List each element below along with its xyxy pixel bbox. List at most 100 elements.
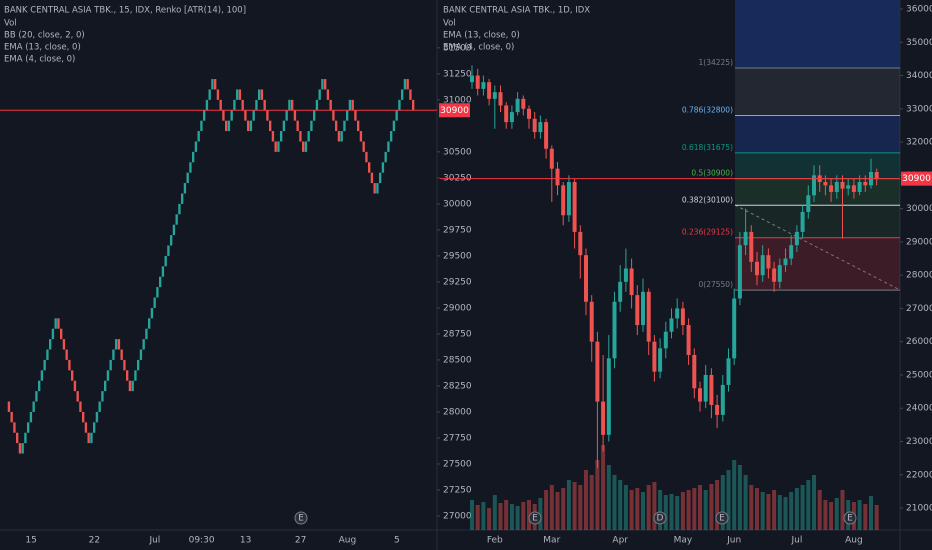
volume-bar <box>686 490 691 530</box>
volume-bar <box>669 494 674 530</box>
renko-brick <box>285 110 288 121</box>
candle-body <box>532 118 537 133</box>
candle-body <box>857 181 862 192</box>
volume-bar <box>646 485 651 530</box>
renko-brick <box>271 131 275 142</box>
candle-body <box>515 98 520 113</box>
renko-brick <box>183 183 187 194</box>
legend-entry: Vol <box>4 19 17 29</box>
renko-brick <box>368 162 371 173</box>
candle-body <box>720 384 725 415</box>
renko-brick <box>392 120 396 132</box>
volume-bar <box>555 492 560 530</box>
renko-brick <box>315 99 319 111</box>
fib-label: 0.236(29125) <box>682 228 733 237</box>
renko-brick <box>293 110 297 121</box>
fib-label: 0.382(30100) <box>682 195 733 204</box>
renko-brick <box>321 79 324 90</box>
renko-brick <box>332 110 335 121</box>
volume-bar <box>743 475 748 530</box>
renko-brick <box>156 287 159 298</box>
chart-title: BANK CENTRAL ASIA TBK., 1D, IDX <box>443 6 590 16</box>
volume-bar <box>760 492 765 530</box>
renko-brick <box>346 110 349 121</box>
renko-brick <box>112 349 115 360</box>
volume-bar <box>772 490 777 530</box>
renko-brick <box>337 131 341 142</box>
y-tick-label: 23000 <box>906 437 932 447</box>
volume-bar <box>812 475 816 530</box>
volume-bar <box>874 505 879 530</box>
volume-bar <box>806 480 811 530</box>
renko-brick <box>68 359 71 371</box>
renko-brick <box>222 110 225 121</box>
candle-body <box>840 181 845 189</box>
renko-brick <box>57 318 60 329</box>
renko-brick <box>43 359 46 371</box>
renko-brick <box>186 172 189 184</box>
volume-bar <box>829 502 834 530</box>
renko-brick <box>142 339 145 350</box>
y-tick-label: 31500 <box>443 43 472 53</box>
x-tick-label: May <box>674 536 693 546</box>
renko-brick <box>153 297 156 308</box>
volume-bar <box>766 494 771 530</box>
renko-brick <box>24 432 27 444</box>
volume-bar <box>869 496 873 530</box>
renko-brick <box>387 141 390 152</box>
legend-entry: BB (20, close, 2, 0) <box>4 31 85 41</box>
volume-bar <box>578 485 583 530</box>
fib-zone <box>735 115 900 153</box>
renko-brick <box>395 110 398 121</box>
candle-body <box>658 348 663 372</box>
candle-body <box>823 181 828 186</box>
renko-brick <box>296 120 299 132</box>
event-badge[interactable] <box>653 511 667 525</box>
renko-brick <box>266 110 269 121</box>
candle-body <box>629 268 634 296</box>
candle-body <box>794 231 799 246</box>
event-badge[interactable] <box>843 511 857 525</box>
renko-brick <box>357 120 360 132</box>
renko-brick <box>403 79 407 90</box>
y-tick-label: 27500 <box>443 459 472 469</box>
renko-brick <box>244 110 247 121</box>
renko-brick <box>95 411 99 423</box>
candle-body <box>749 231 754 262</box>
y-tick-label: 25000 <box>906 370 932 380</box>
last-price-badge <box>901 171 932 186</box>
renko-brick <box>219 99 222 111</box>
y-tick-label: 27250 <box>443 485 472 495</box>
renko-brick <box>161 266 165 277</box>
volume-bar <box>641 492 645 530</box>
fib-zone <box>735 68 900 116</box>
renko-brick <box>76 391 79 402</box>
volume-bar <box>549 485 554 530</box>
y-tick-label: 28750 <box>443 329 472 339</box>
renko-brick <box>343 120 346 132</box>
y-tick-label: 36000 <box>906 4 932 14</box>
renko-brick <box>128 380 132 392</box>
renko-brick <box>172 224 176 236</box>
volume-bar <box>755 488 759 530</box>
volume-bar <box>487 508 492 530</box>
renko-brick <box>38 380 41 392</box>
event-badge[interactable] <box>715 511 729 525</box>
event-badge[interactable] <box>528 511 542 525</box>
volume-bar <box>504 500 509 530</box>
candle-body <box>566 181 571 216</box>
renko-brick <box>60 328 63 340</box>
event-label: E <box>719 514 725 524</box>
renko-brick <box>263 99 266 111</box>
event-badge[interactable] <box>294 511 308 525</box>
candle-body <box>709 374 714 405</box>
volume-bar <box>789 492 794 530</box>
renko-brick <box>398 99 401 111</box>
volume-bar <box>663 495 668 530</box>
renko-brick <box>148 318 151 329</box>
volume-bar <box>749 485 754 530</box>
volume-bar <box>692 488 697 530</box>
candle-body <box>777 265 782 282</box>
renko-brick <box>29 411 33 423</box>
renko-brick <box>126 370 129 381</box>
